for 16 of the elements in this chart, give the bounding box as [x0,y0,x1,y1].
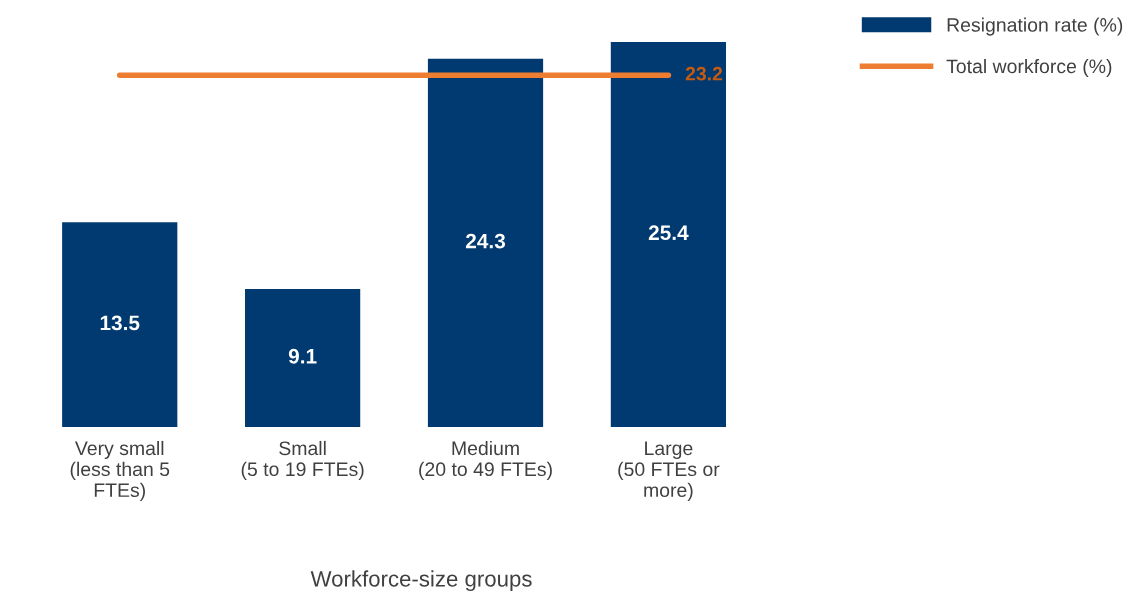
x-tick-label: Small (5 to 19 FTEs) [241,440,364,480]
data-label: 13.5 [100,315,140,331]
x-tick-label: Very small (less than 5 FTEs) [70,440,170,501]
bar [610,42,727,427]
bar [245,289,361,427]
data-label: 23.2 [685,66,723,81]
bar [62,222,178,427]
data-label: 9.1 [288,348,317,364]
x-tick-label: Medium (20 to 49 FTEs) [419,440,552,480]
x-axis-title: Workforce-size groups [310,570,532,592]
legend-label: Resignation rate (%) [947,17,1123,36]
bar [427,58,544,427]
legend-label: Total workforce (%) [946,58,1112,78]
data-label: 25.4 [648,225,689,241]
data-label: 24.3 [465,233,506,249]
x-tick-label: Large (50 FTEs or more) [618,441,720,501]
